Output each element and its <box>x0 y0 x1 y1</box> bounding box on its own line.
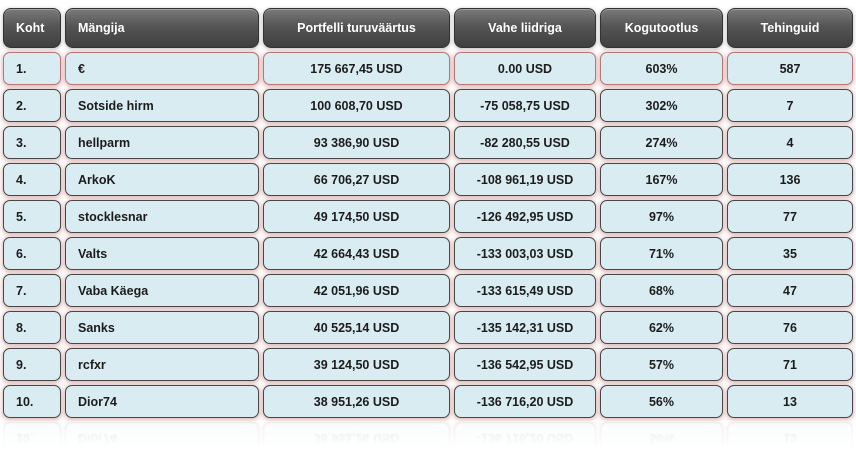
cell-tootlus-row-4: 167% <box>600 163 723 196</box>
cell-koht-row-3: 3. <box>3 126 61 159</box>
cell-mangija-row-7: Vaba Käega <box>65 274 259 307</box>
cell-mangija-row-4: ArkoK <box>65 163 259 196</box>
cell-tootlus-row-10: 56% <box>600 385 723 418</box>
cell-vahe-row-1: 0.00 USD <box>454 52 596 85</box>
cell-koht-row-1: 1. <box>3 52 61 85</box>
cell-mangija-row-6: Valts <box>65 237 259 270</box>
cell-portfell-row-3: 93 386,90 USD <box>263 126 450 159</box>
cell-vahe-row-3: -82 280,55 USD <box>454 126 596 159</box>
cell-koht-row-5: 5. <box>3 200 61 233</box>
cell-portfell-row-8: 40 525,14 USD <box>263 311 450 344</box>
column-header-tootlus: Kogutootlus <box>600 8 723 48</box>
cell-mangija-row-1: € <box>65 52 259 85</box>
leaderboard-grid: Koht Mängija Portfelli turuväärtus Vahe lii… <box>3 8 853 418</box>
cell-koht-row-6: 6. <box>3 237 61 270</box>
cell-vahe-row-10: -136 716,20 USD <box>454 385 596 418</box>
column-header-tehingud: Tehinguid <box>727 8 853 48</box>
cell-tootlus-row-5: 97% <box>600 200 723 233</box>
cell-tootlus-row-1: 603% <box>600 52 723 85</box>
cell-mangija-row-3: hellparm <box>65 126 259 159</box>
column-header-koht: Koht <box>3 8 61 48</box>
cell-mangija-row-10: Dior74 <box>65 385 259 418</box>
cell-tootlus-row-2: 302% <box>600 89 723 122</box>
cell-vahe-row-7: -133 615,49 USD <box>454 274 596 307</box>
column-header-mangija: Mängija <box>65 8 259 48</box>
cell-portfell-row-1: 175 667,45 USD <box>263 52 450 85</box>
cell-koht-row-8: 8. <box>3 311 61 344</box>
cell-portfell-row-2: 100 608,70 USD <box>263 89 450 122</box>
cell-tootlus-row-7: 68% <box>600 274 723 307</box>
cell-tehingud-row-7: 47 <box>727 274 853 307</box>
cell-koht-row-9: 9. <box>3 348 61 381</box>
cell-vahe-row-8: -135 142,31 USD <box>454 311 596 344</box>
cell-vahe-row-5: -126 492,95 USD <box>454 200 596 233</box>
cell-mangija-row-9: rcfxr <box>65 348 259 381</box>
cell-koht-row-2: 2. <box>3 89 61 122</box>
cell-vahe-row-9: -136 542,95 USD <box>454 348 596 381</box>
cell-koht-row-10: 10. <box>3 385 61 418</box>
leaderboard: Koht Mängija Portfelli turuväärtus Vahe lii… <box>3 8 853 454</box>
cell-vahe-row-4: -108 961,19 USD <box>454 163 596 196</box>
cell-tehingud-row-1: 587 <box>727 52 853 85</box>
cell-koht-row-7: 7. <box>3 274 61 307</box>
cell-portfell-row-4: 66 706,27 USD <box>263 163 450 196</box>
cell-tehingud-row-10: 13 <box>727 385 853 418</box>
cell-tehingud-row-6: 35 <box>727 237 853 270</box>
cell-mangija-row-2: Sotside hirm <box>65 89 259 122</box>
cell-vahe-row-6: -133 003,03 USD <box>454 237 596 270</box>
cell-tehingud-row-9: 71 <box>727 348 853 381</box>
cell-portfell-row-5: 49 174,50 USD <box>263 200 450 233</box>
cell-portfell-row-6: 42 664,43 USD <box>263 237 450 270</box>
cell-tehingud-row-3: 4 <box>727 126 853 159</box>
cell-mangija-row-8: Sanks <box>65 311 259 344</box>
cell-portfell-row-7: 42 051,96 USD <box>263 274 450 307</box>
cell-tehingud-row-5: 77 <box>727 200 853 233</box>
cell-vahe-row-2: -75 058,75 USD <box>454 89 596 122</box>
cell-tehingud-row-2: 7 <box>727 89 853 122</box>
column-header-vahe: Vahe liidriga <box>454 8 596 48</box>
cell-tootlus-row-9: 57% <box>600 348 723 381</box>
cell-tehingud-row-8: 76 <box>727 311 853 344</box>
cell-tootlus-row-3: 274% <box>600 126 723 159</box>
reflection-fade <box>3 422 853 454</box>
cell-tootlus-row-8: 62% <box>600 311 723 344</box>
cell-portfell-row-9: 39 124,50 USD <box>263 348 450 381</box>
cell-mangija-row-5: stocklesnar <box>65 200 259 233</box>
cell-koht-row-4: 4. <box>3 163 61 196</box>
cell-portfell-row-10: 38 951,26 USD <box>263 385 450 418</box>
cell-tehingud-row-4: 136 <box>727 163 853 196</box>
cell-tootlus-row-6: 71% <box>600 237 723 270</box>
column-header-portfell: Portfelli turuväärtus <box>263 8 450 48</box>
